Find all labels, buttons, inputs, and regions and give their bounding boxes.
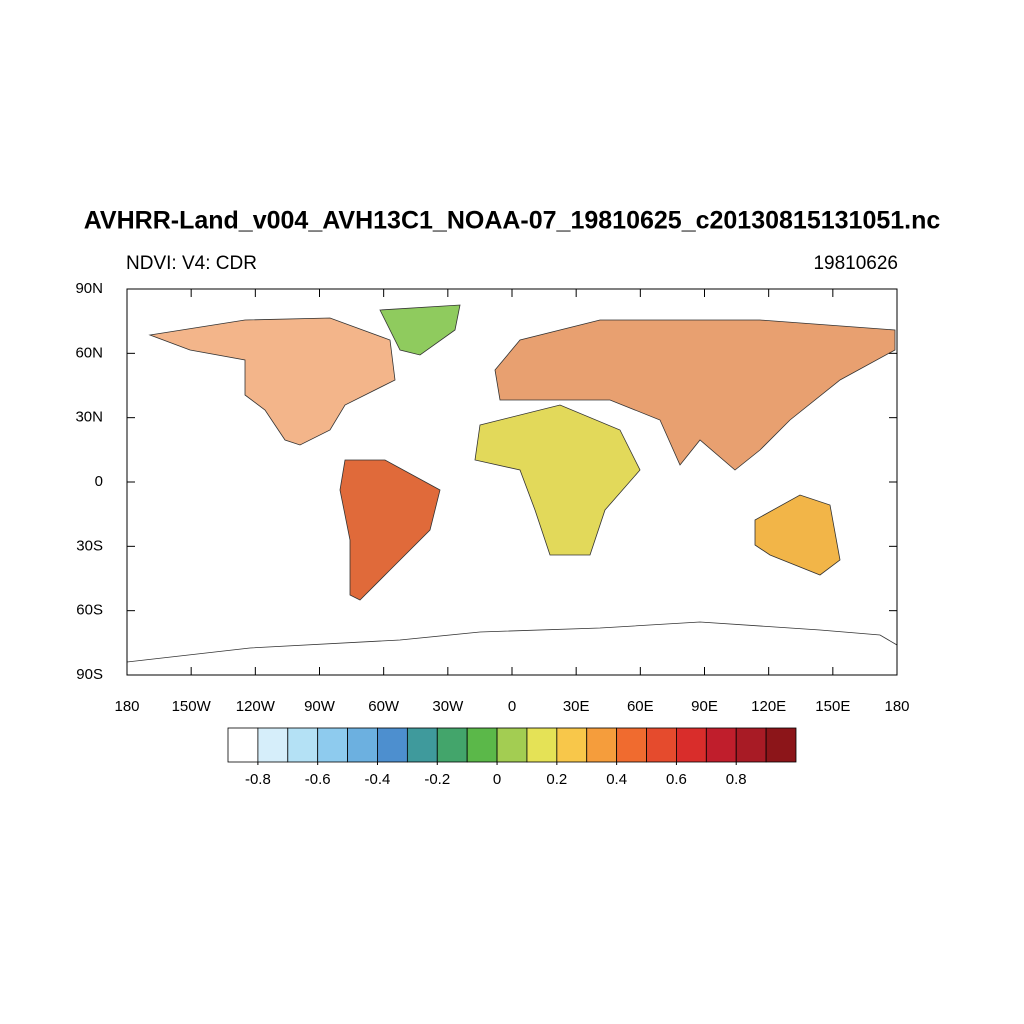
colorbar-label: 0.6 xyxy=(666,771,687,788)
colorbar-box xyxy=(347,727,378,763)
land xyxy=(126,304,898,663)
colorbar-label: 0.2 xyxy=(546,771,567,788)
colorbar-box xyxy=(287,727,319,763)
colorbar-label: 0.4 xyxy=(606,771,627,788)
x-tick-label: 150W xyxy=(172,698,212,715)
colorbar-box xyxy=(616,727,647,763)
y-tick-label: 0 xyxy=(95,473,103,490)
y-tick-label: 60S xyxy=(76,602,103,619)
antarctica xyxy=(126,621,898,663)
x-tick-label: 30E xyxy=(563,698,590,715)
colorbar-box xyxy=(466,727,498,763)
colorbar-label: -0.6 xyxy=(305,771,331,788)
colorbar-box xyxy=(646,727,677,763)
colorbar-box xyxy=(676,727,707,763)
colorbar-label: 0 xyxy=(493,771,501,788)
colorbar-box xyxy=(765,727,797,763)
x-tick-label: 60E xyxy=(627,698,654,715)
north-america xyxy=(148,317,396,446)
colorbar-box xyxy=(317,727,348,763)
colorbar-box xyxy=(227,727,259,763)
x-tick-label: 0 xyxy=(508,698,516,715)
greenland xyxy=(379,304,461,356)
africa xyxy=(474,404,641,556)
colorbar-label: -0.8 xyxy=(245,771,271,788)
colorbar-box xyxy=(377,727,408,763)
title: AVHRR-Land_v004_AVH13C1_NOAA-07_19810625… xyxy=(84,207,941,235)
x-tick-label: 90W xyxy=(304,698,336,715)
x-tick-label: 180 xyxy=(114,698,139,715)
eurasia xyxy=(494,319,896,471)
colorbar-box xyxy=(436,727,468,763)
subtitle-right: 19810626 xyxy=(813,253,898,274)
colorbar-box xyxy=(496,727,528,763)
x-tick-label: 150E xyxy=(815,698,850,715)
australia xyxy=(754,494,841,576)
colorbar-box xyxy=(586,727,618,763)
y-tick-label: 30S xyxy=(76,537,103,554)
y-tick-label: 60N xyxy=(75,344,103,361)
x-tick-label: 180 xyxy=(884,698,909,715)
colorbar-label: -0.2 xyxy=(424,771,450,788)
y-tick-label: 90N xyxy=(75,280,103,297)
subtitle-left: NDVI: V4: CDR xyxy=(126,253,257,274)
colorbar-box xyxy=(406,727,438,763)
colorbar-box xyxy=(257,727,289,763)
colorbar-box xyxy=(526,727,558,763)
x-tick-label: 120W xyxy=(236,698,276,715)
x-tick-label: 90E xyxy=(691,698,718,715)
x-tick-label: 120E xyxy=(751,698,786,715)
south-america xyxy=(339,459,441,601)
colorbar-box xyxy=(705,727,737,763)
y-tick-label: 90S xyxy=(76,666,103,683)
colorbar-label: 0.8 xyxy=(726,771,747,788)
x-tick-label: 30W xyxy=(432,698,464,715)
y-tick-label: 30N xyxy=(75,409,103,426)
colorbar-box xyxy=(735,727,767,763)
x-tick-label: 60W xyxy=(368,698,400,715)
colorbar-label: -0.4 xyxy=(365,771,391,788)
colorbar-box xyxy=(556,727,588,763)
